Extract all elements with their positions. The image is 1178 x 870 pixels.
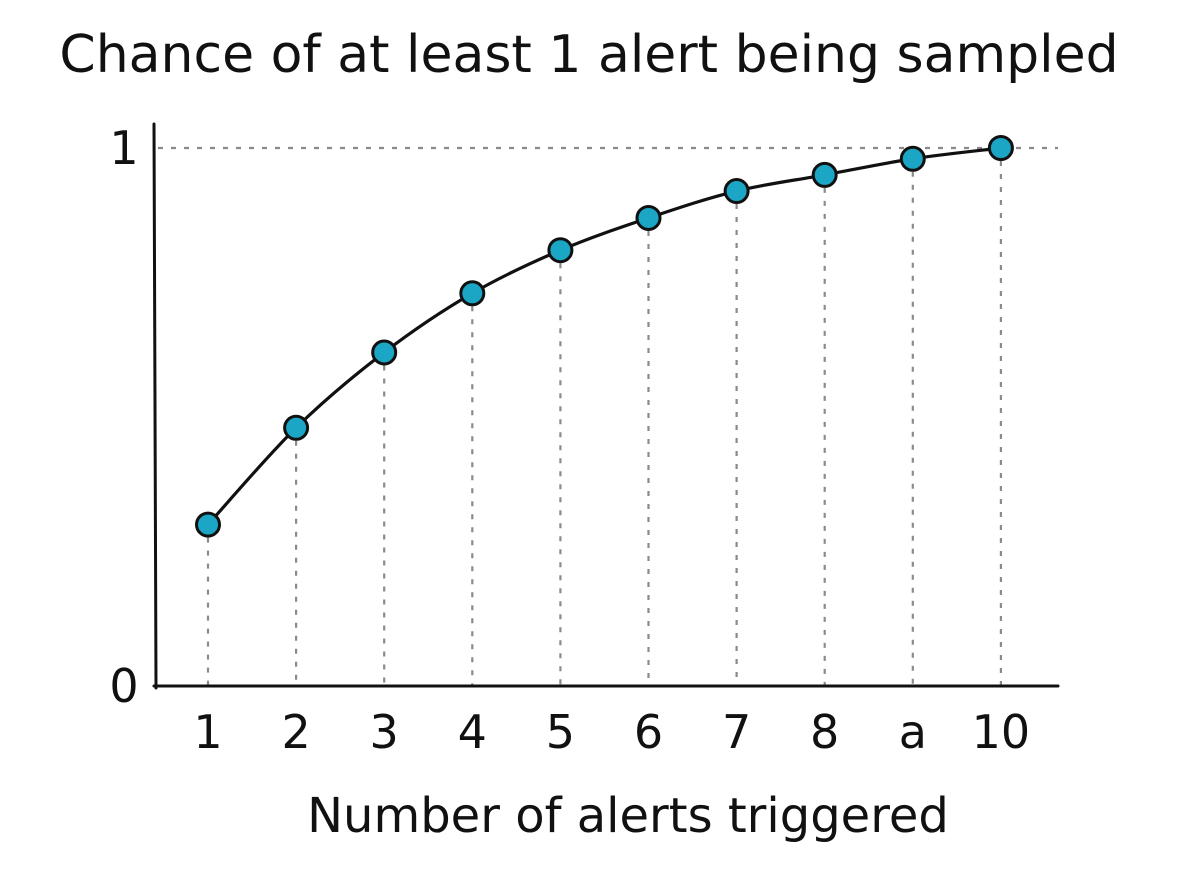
x-tick-label-2: 2 [281, 705, 310, 759]
x-tick-label-10: 10 [972, 705, 1031, 759]
data-points [195, 135, 1014, 538]
x-tick-label-6: 6 [634, 705, 663, 759]
y-axis [152, 122, 158, 690]
series-line [206, 146, 1003, 527]
x-tick-labels: 1 2 3 4 5 6 7 8 a 10 [193, 705, 1030, 759]
x-tick-label-7: 7 [722, 705, 751, 759]
x-axis-label: Number of alerts triggered [307, 788, 949, 844]
data-point-10 [987, 135, 1014, 161]
x-tick-label-5: 5 [546, 705, 575, 759]
data-point-1 [195, 511, 221, 538]
x-tick-label-8: 8 [810, 705, 839, 759]
data-point-8 [811, 161, 838, 188]
y-tick-labels: 01 [109, 121, 138, 713]
data-point-3 [371, 339, 398, 366]
data-point-9 [899, 145, 926, 172]
x-tick-label-4: 4 [458, 705, 487, 759]
data-point-7 [723, 178, 750, 205]
data-point-4 [459, 280, 486, 307]
data-point-5 [547, 237, 574, 264]
x-tick-label-9: a [899, 705, 927, 759]
data-point-2 [283, 414, 310, 441]
y-tick-label-0: 0 [109, 659, 138, 713]
grid-lines [158, 146, 1058, 686]
x-tick-label-1: 1 [193, 705, 222, 759]
x-tick-label-3: 3 [370, 705, 399, 759]
y-tick-label-1: 1 [109, 121, 138, 175]
data-point-6 [635, 204, 662, 231]
chart-title: Chance of at least 1 alert being sampled [59, 25, 1118, 85]
